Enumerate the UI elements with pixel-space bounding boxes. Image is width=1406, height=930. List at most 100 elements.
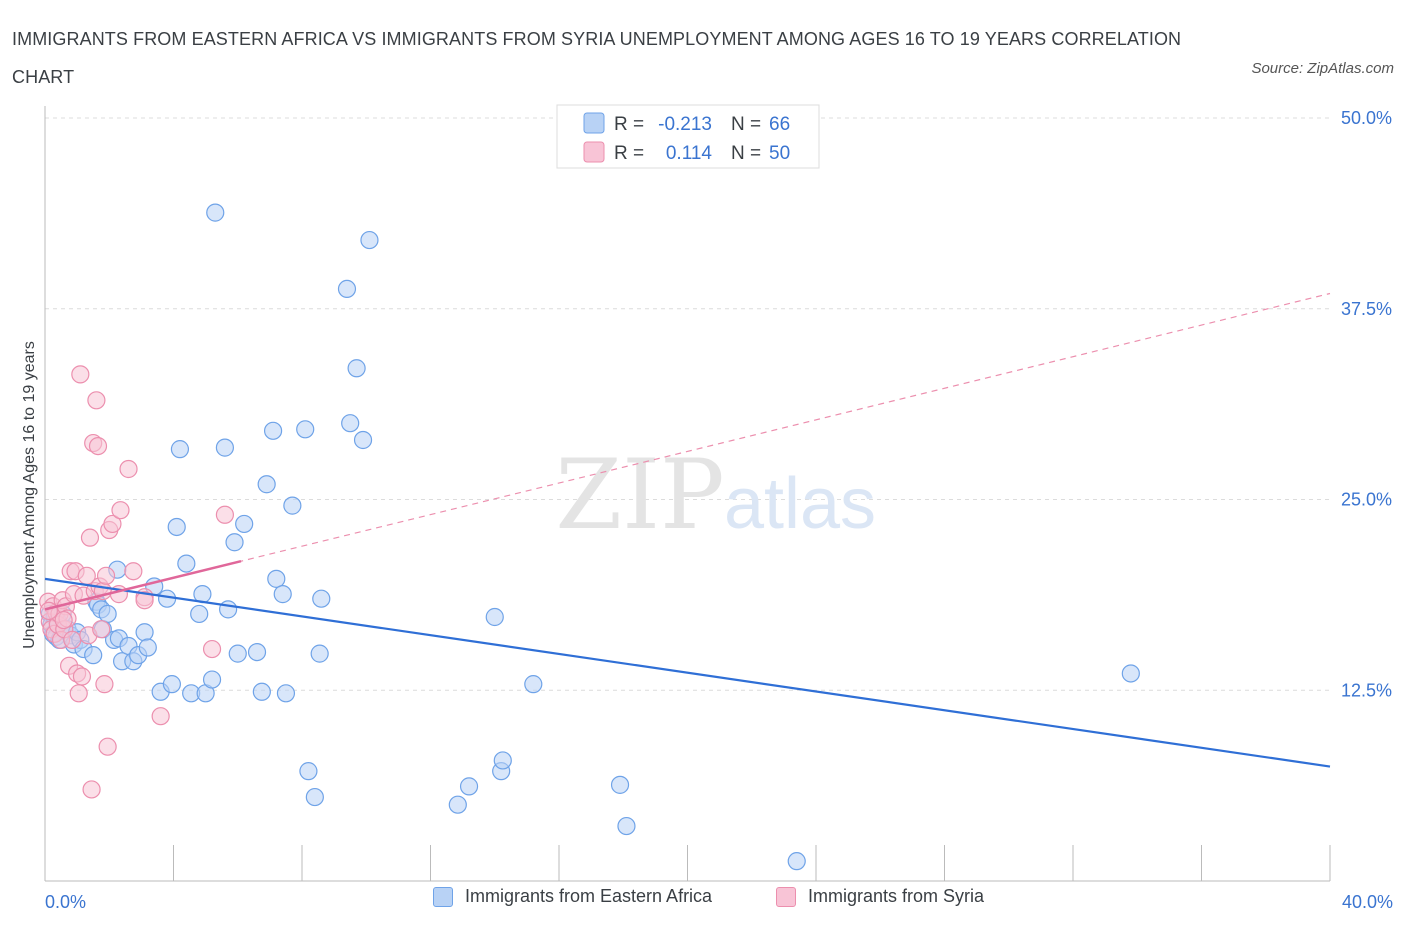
legend-swatch-eastern-africa (583, 112, 605, 134)
data-point (39, 601, 58, 620)
axes (44, 106, 1331, 882)
data-point (119, 459, 138, 479)
data-point (111, 501, 130, 520)
legend-box: R = -0.213 N = 66 R = 0.114 N = 50 (556, 104, 820, 169)
data-point (88, 436, 108, 456)
data-point (177, 554, 196, 573)
watermark-atlas: atlas (724, 464, 876, 544)
data-point (257, 475, 276, 494)
x-tick-label: 40.0% (1342, 892, 1393, 912)
data-point (202, 639, 222, 659)
data-point (283, 496, 302, 515)
data-point (493, 751, 512, 770)
data-point (247, 642, 267, 662)
data-point (190, 604, 209, 624)
legend-label: Immigrants from Syria (808, 886, 985, 906)
legend-label: Immigrants from Eastern Africa (465, 886, 713, 906)
legend-n-value: 50 (769, 143, 790, 164)
chart-title: IMMIGRANTS FROM EASTERN AFRICA VS IMMIGR… (12, 29, 1182, 87)
trend-line (44, 577, 1331, 768)
trend-lines (44, 292, 1331, 768)
data-point (124, 562, 143, 581)
data-point (235, 514, 254, 534)
data-point (276, 684, 296, 703)
legend-r-value: 0.114 (666, 143, 713, 164)
data-point (341, 414, 360, 433)
legend-n-label: N = (731, 114, 761, 135)
y-tick-label: 25.0% (1341, 490, 1392, 510)
data-point (353, 430, 373, 450)
data-point (1121, 664, 1140, 683)
data-point (162, 675, 181, 694)
legend-r-label: R = (614, 143, 644, 164)
source-label: Source: ZipAtlas.com (1251, 60, 1394, 77)
data-point (135, 591, 154, 610)
legend-n-label: N = (731, 143, 761, 164)
data-point (92, 620, 111, 639)
data-point (310, 644, 329, 663)
y-tick-label: 12.5% (1341, 680, 1392, 700)
legend-item-eastern-africa: Immigrants from Eastern Africa (433, 886, 712, 907)
data-point (84, 646, 103, 665)
legend-swatch-icon (433, 886, 453, 907)
data-point (98, 604, 117, 624)
data-point (157, 589, 177, 608)
legend-item-syria: Immigrants from Syria (776, 886, 984, 907)
data-point (267, 569, 286, 588)
data-point (459, 777, 479, 796)
y-tick-labels: 12.5% 25.0% 37.5% 50.0% (1341, 108, 1392, 700)
data-point (96, 566, 116, 585)
data-point (72, 667, 92, 686)
data-point (95, 675, 114, 694)
watermark-zip: ZIP (555, 439, 724, 551)
legend-r-value: -0.213 (658, 114, 712, 135)
legend-n-value: 66 (769, 114, 790, 135)
gridlines (45, 117, 1330, 691)
data-point (787, 852, 806, 871)
data-point (252, 682, 271, 701)
data-point (170, 440, 190, 459)
data-point (299, 762, 318, 781)
data-point (337, 279, 357, 299)
data-point (610, 775, 630, 794)
x-tick-label: 0.0% (45, 892, 86, 912)
legend-swatch-syria (583, 141, 605, 163)
data-point (225, 533, 244, 552)
data-point (305, 787, 324, 807)
data-point (54, 610, 73, 630)
data-point (263, 421, 283, 440)
data-point (296, 420, 315, 439)
data-point (87, 391, 106, 410)
data-point (215, 505, 234, 524)
data-point (347, 359, 366, 378)
data-point (215, 438, 234, 457)
bottom-legend: Immigrants from Eastern Africa Immigrant… (0, 886, 1406, 916)
data-point (448, 795, 467, 814)
trend-line-dashed (44, 292, 1331, 610)
data-point (71, 365, 90, 384)
data-point (617, 816, 636, 836)
legend-r-label: R = (614, 114, 644, 135)
data-point (273, 585, 292, 604)
y-tick-label: 37.5% (1341, 299, 1392, 319)
data-point (485, 607, 504, 627)
data-point (98, 737, 117, 756)
data-point (63, 630, 82, 649)
data-point (202, 670, 222, 689)
data-point (138, 638, 157, 657)
data-point (151, 707, 170, 726)
legend-swatch-icon (776, 886, 796, 907)
data-point (80, 528, 100, 547)
y-tick-label: 50.0% (1341, 108, 1392, 128)
data-point (360, 230, 379, 250)
x-tick-labels: 0.0% 40.0% (45, 892, 1393, 912)
data-point (219, 600, 238, 619)
watermark: ZIP atlas (555, 439, 876, 551)
data-point (228, 644, 247, 663)
data-point (69, 684, 88, 703)
trend-line-solid (44, 559, 242, 611)
data-point (103, 514, 122, 534)
data-point (135, 623, 154, 642)
data-point (167, 517, 186, 537)
